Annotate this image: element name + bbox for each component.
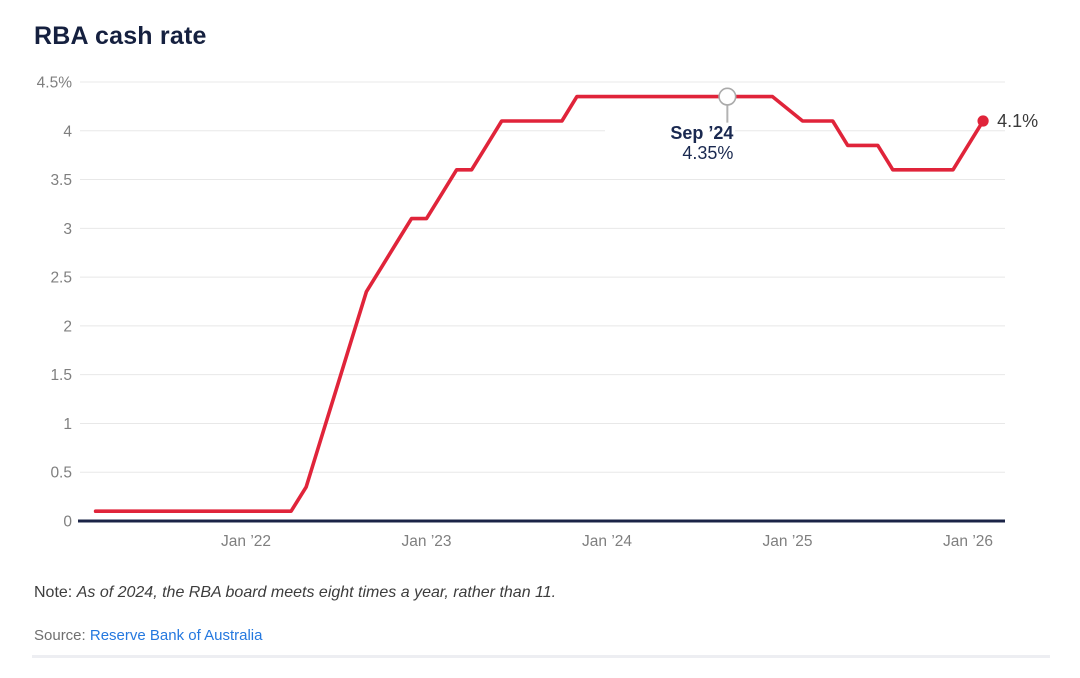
y-axis-tick-label: 4.5% [37,74,73,91]
source-prefix: Source: [34,627,86,644]
y-axis-tick-label: 3.5 [50,172,72,189]
note-prefix: Note: [34,584,73,601]
chart-note: Note: As of 2024, the RBA board meets ei… [34,584,556,602]
chart-source: Source: Reserve Bank of Australia [34,627,262,644]
hover-point-marker[interactable] [718,87,737,106]
source-link[interactable]: Reserve Bank of Australia [89,627,263,644]
y-axis-tick-label: 2 [63,318,72,335]
note-text: As of 2024, the RBA board meets eight ti… [76,584,557,601]
page-title: RBA cash rate [34,22,207,50]
y-axis-tick-label: 2.5 [50,270,72,287]
end-value-label: 4.1% [997,111,1038,131]
y-axis-tick-label: 3 [63,221,72,238]
x-axis-tick-label: Jan ’23 [402,533,452,550]
cash-rate-line [93,94,985,514]
end-point-dot [977,115,989,127]
y-axis-tick-label: 1.5 [50,367,72,384]
x-axis-tick-label: Jan ’26 [943,533,993,550]
bottom-divider [32,655,1050,658]
y-axis-tick-label: 0 [63,514,72,531]
x-axis-tick-label: Jan ’22 [221,533,271,550]
rba-cash-rate-chart: 4.5% 4 3.5 3 2.5 2 1.5 1 0.5 0 Jan ’22 Jan ’23 Jan ’… [37,74,1038,550]
y-axis-tick-label: 1 [63,416,72,433]
y-axis-tick-label: 4 [63,123,72,140]
y-axis-tick-label: 0.5 [50,465,72,482]
x-axis-tick-label: Jan ’24 [582,533,632,550]
x-axis-tick-label: Jan ’25 [763,533,813,550]
